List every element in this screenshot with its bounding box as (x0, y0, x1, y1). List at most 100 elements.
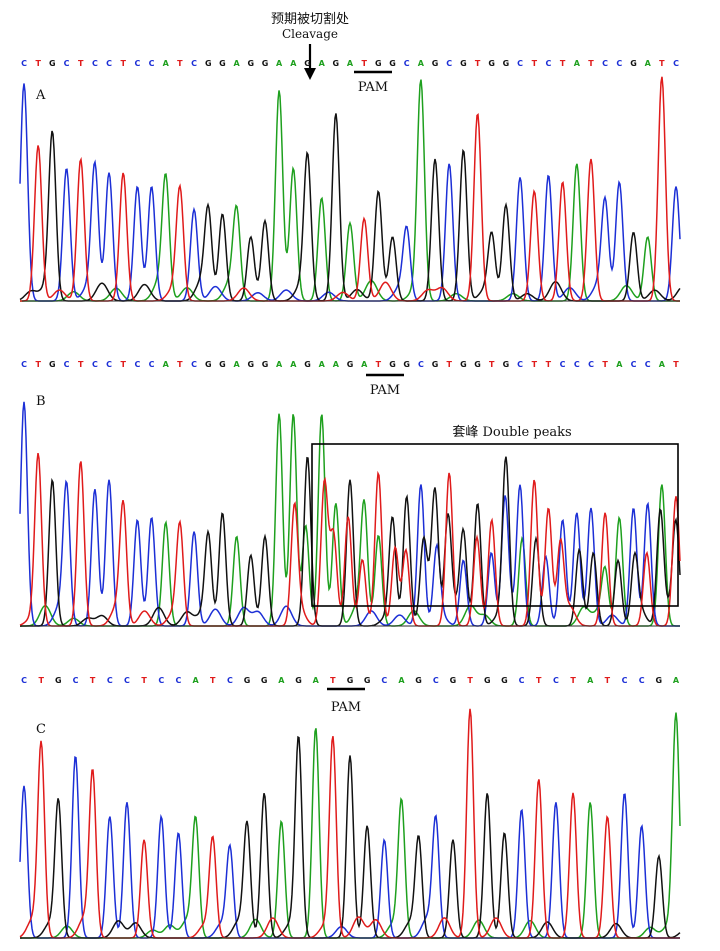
base-call: T (475, 59, 481, 68)
base-call: T (376, 360, 382, 369)
base-call: G (262, 59, 269, 68)
base-call: T (120, 360, 126, 369)
base-call: C (21, 59, 27, 68)
trace-c (19, 401, 680, 627)
base-call: G (501, 676, 508, 685)
base-call: T (330, 676, 336, 685)
pam-label-c: PAM (331, 700, 361, 715)
base-call: T (570, 676, 576, 685)
base-call: G (49, 360, 56, 369)
base-call: A (361, 360, 368, 369)
base-call: T (546, 360, 552, 369)
base-call: G (248, 360, 255, 369)
base-call: C (92, 59, 98, 68)
base-call: C (446, 59, 452, 68)
base-call: T (602, 360, 608, 369)
panel-label-a: A (35, 88, 46, 103)
base-call: C (639, 676, 645, 685)
trace-a (20, 79, 680, 302)
base-call: G (262, 360, 269, 369)
base-call: G (49, 59, 56, 68)
cleavage-label-en: Cleavage (282, 27, 338, 41)
pam-label-a: PAM (358, 80, 388, 95)
base-call: A (333, 360, 340, 369)
base-call: G (460, 360, 467, 369)
base-call: G (630, 59, 637, 68)
base-call: C (545, 59, 551, 68)
base-call: G (364, 676, 371, 685)
base-call: C (64, 360, 70, 369)
base-call: C (519, 676, 525, 685)
base-call: T (532, 360, 538, 369)
base-call: G (295, 676, 302, 685)
base-call: G (248, 59, 255, 68)
base-call: C (107, 676, 113, 685)
base-call: T (90, 676, 96, 685)
base-call: T (489, 360, 495, 369)
base-call: G (484, 676, 491, 685)
base-call: G (304, 360, 311, 369)
base-call: A (290, 360, 297, 369)
base-call: C (560, 360, 566, 369)
base-call: T (532, 59, 538, 68)
base-call: C (191, 59, 197, 68)
base-call: A (233, 59, 240, 68)
base-call: T (446, 360, 452, 369)
base-call: G (488, 59, 495, 68)
base-call: C (191, 360, 197, 369)
base-call: T (35, 59, 41, 68)
base-call: A (319, 59, 326, 68)
base-call: C (106, 59, 112, 68)
base-call: A (673, 676, 680, 685)
base-call: C (134, 59, 140, 68)
trace-c (19, 83, 681, 302)
base-call: A (398, 676, 405, 685)
base-call: T (588, 59, 594, 68)
base-call: G (375, 59, 382, 68)
base-call: C (602, 59, 608, 68)
trace-group-a (19, 76, 681, 302)
base-call: C (433, 676, 439, 685)
trace-group-c (19, 708, 681, 939)
base-call: A (659, 360, 666, 369)
base-call: G (244, 676, 251, 685)
base-call: A (276, 360, 283, 369)
base-call: A (163, 360, 170, 369)
base-call: G (403, 360, 410, 369)
base-call: C (106, 360, 112, 369)
base-call: C (673, 59, 679, 68)
base-call: T (210, 676, 216, 685)
trace-group-b (19, 401, 681, 627)
base-call: A (313, 676, 320, 685)
base-call: C (21, 676, 27, 685)
base-call: G (503, 360, 510, 369)
base-call: T (78, 59, 84, 68)
double-peaks-box (311, 443, 679, 607)
base-call: T (35, 360, 41, 369)
base-call: C (631, 360, 637, 369)
base-call: A (278, 676, 285, 685)
base-call: C (616, 59, 622, 68)
base-call: C (134, 360, 140, 369)
base-call: C (574, 360, 580, 369)
trace-c (19, 756, 680, 939)
base-call: G (450, 676, 457, 685)
base-call: G (55, 676, 62, 685)
double-peaks-label: 套峰 Double peaks (452, 424, 571, 440)
pam-label-b: PAM (370, 383, 400, 398)
base-call: G (304, 59, 311, 68)
base-call: C (645, 360, 651, 369)
base-call: C (92, 360, 98, 369)
base-call: C (418, 360, 424, 369)
base-call: T (605, 676, 611, 685)
cleavage-arrow (304, 44, 316, 80)
trace-g (19, 113, 681, 302)
base-call: G (432, 360, 439, 369)
base-call: T (120, 59, 126, 68)
